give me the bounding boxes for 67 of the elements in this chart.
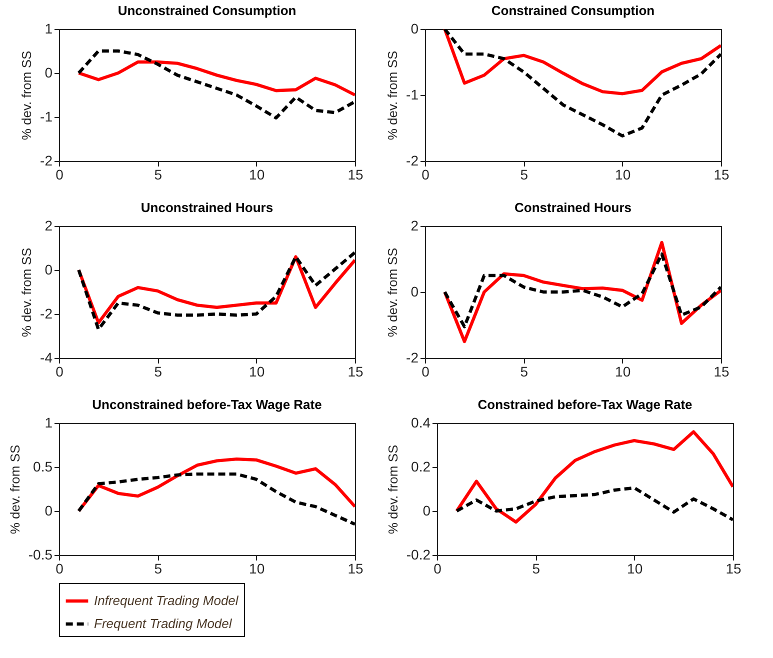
y-tick-label: -1 (406, 86, 419, 102)
y-tick-label: 2 (410, 218, 419, 234)
line-series (443, 252, 721, 328)
x-tick-label: 5 (154, 364, 162, 380)
y-tick-label: -1 (40, 108, 53, 124)
x-tick-label: 10 (249, 166, 265, 182)
y-tick-label: 0 (410, 284, 419, 300)
line-series (455, 486, 733, 522)
x-tick-label: 5 (520, 166, 528, 182)
y-tick-label: 0.5 (33, 458, 53, 474)
x-tick-label: 10 (627, 560, 643, 576)
x-tick-label: 15 (348, 560, 364, 576)
line-series (77, 457, 355, 513)
y-axis-title: % dev. from SS (385, 50, 400, 140)
y-tick-label: -0.5 (28, 546, 53, 562)
x-tick-label: 0 (56, 364, 64, 380)
y-tick-label: -2 (40, 152, 53, 168)
y-tick-label: -4 (40, 350, 53, 366)
y-axis-title: % dev. from SS (385, 248, 400, 338)
y-axis-title: % dev. from SS (385, 444, 400, 534)
x-tick-label: 10 (249, 364, 265, 380)
x-tick-label: 10 (615, 166, 631, 182)
y-axis-title: % dev. from SS (19, 50, 34, 140)
x-tick-label: 5 (532, 560, 540, 576)
chart-title: Unconstrained before-Tax Wage Rate (92, 397, 322, 412)
chart-title: Constrained Hours (514, 200, 632, 215)
x-tick-label: 10 (249, 560, 265, 576)
line-series (455, 430, 733, 524)
y-tick-label: -0.2 (406, 546, 431, 562)
y-tick-label: -2 (40, 306, 53, 322)
x-tick-label: 10 (615, 364, 631, 380)
legend-label: Frequent Trading Model (94, 616, 233, 631)
y-tick-label: 0 (410, 20, 419, 36)
y-tick-label: -2 (406, 350, 419, 366)
x-tick-label: 15 (348, 364, 364, 380)
y-tick-label: 0.2 (411, 458, 431, 474)
chart-title: Unconstrained Consumption (118, 3, 296, 18)
x-tick-label: 0 (434, 560, 442, 576)
chart-title: Constrained Consumption (491, 3, 655, 18)
y-tick-label: 0 (44, 262, 53, 278)
legend-label: Infrequent Trading Model (94, 593, 240, 608)
x-tick-label: 5 (154, 560, 162, 576)
y-tick-label: 0 (44, 64, 53, 80)
chart-title: Constrained before-Tax Wage Rate (478, 397, 692, 412)
y-axis-title: % dev. from SS (7, 444, 22, 534)
line-series (77, 49, 355, 120)
x-tick-label: 15 (714, 166, 730, 182)
line-series (443, 29, 721, 138)
x-tick-label: 5 (520, 364, 528, 380)
x-tick-label: 15 (726, 560, 742, 576)
y-tick-label: 0.4 (411, 414, 431, 430)
x-tick-label: 15 (348, 166, 364, 182)
y-tick-label: 2 (44, 218, 53, 234)
line-series (77, 60, 355, 97)
y-axis-title: % dev. from SS (19, 248, 34, 338)
y-tick-label: -2 (406, 152, 419, 168)
y-tick-label: 0 (422, 502, 431, 518)
x-tick-label: 0 (56, 560, 64, 576)
x-tick-label: 5 (154, 166, 162, 182)
y-tick-label: 1 (44, 20, 53, 36)
x-tick-label: 0 (56, 166, 64, 182)
line-series (77, 472, 355, 526)
y-tick-label: 1 (44, 414, 53, 430)
line-series (443, 29, 721, 96)
chart-title: Unconstrained Hours (140, 200, 274, 215)
y-tick-label: 0 (44, 502, 53, 518)
x-tick-label: 15 (714, 364, 730, 380)
